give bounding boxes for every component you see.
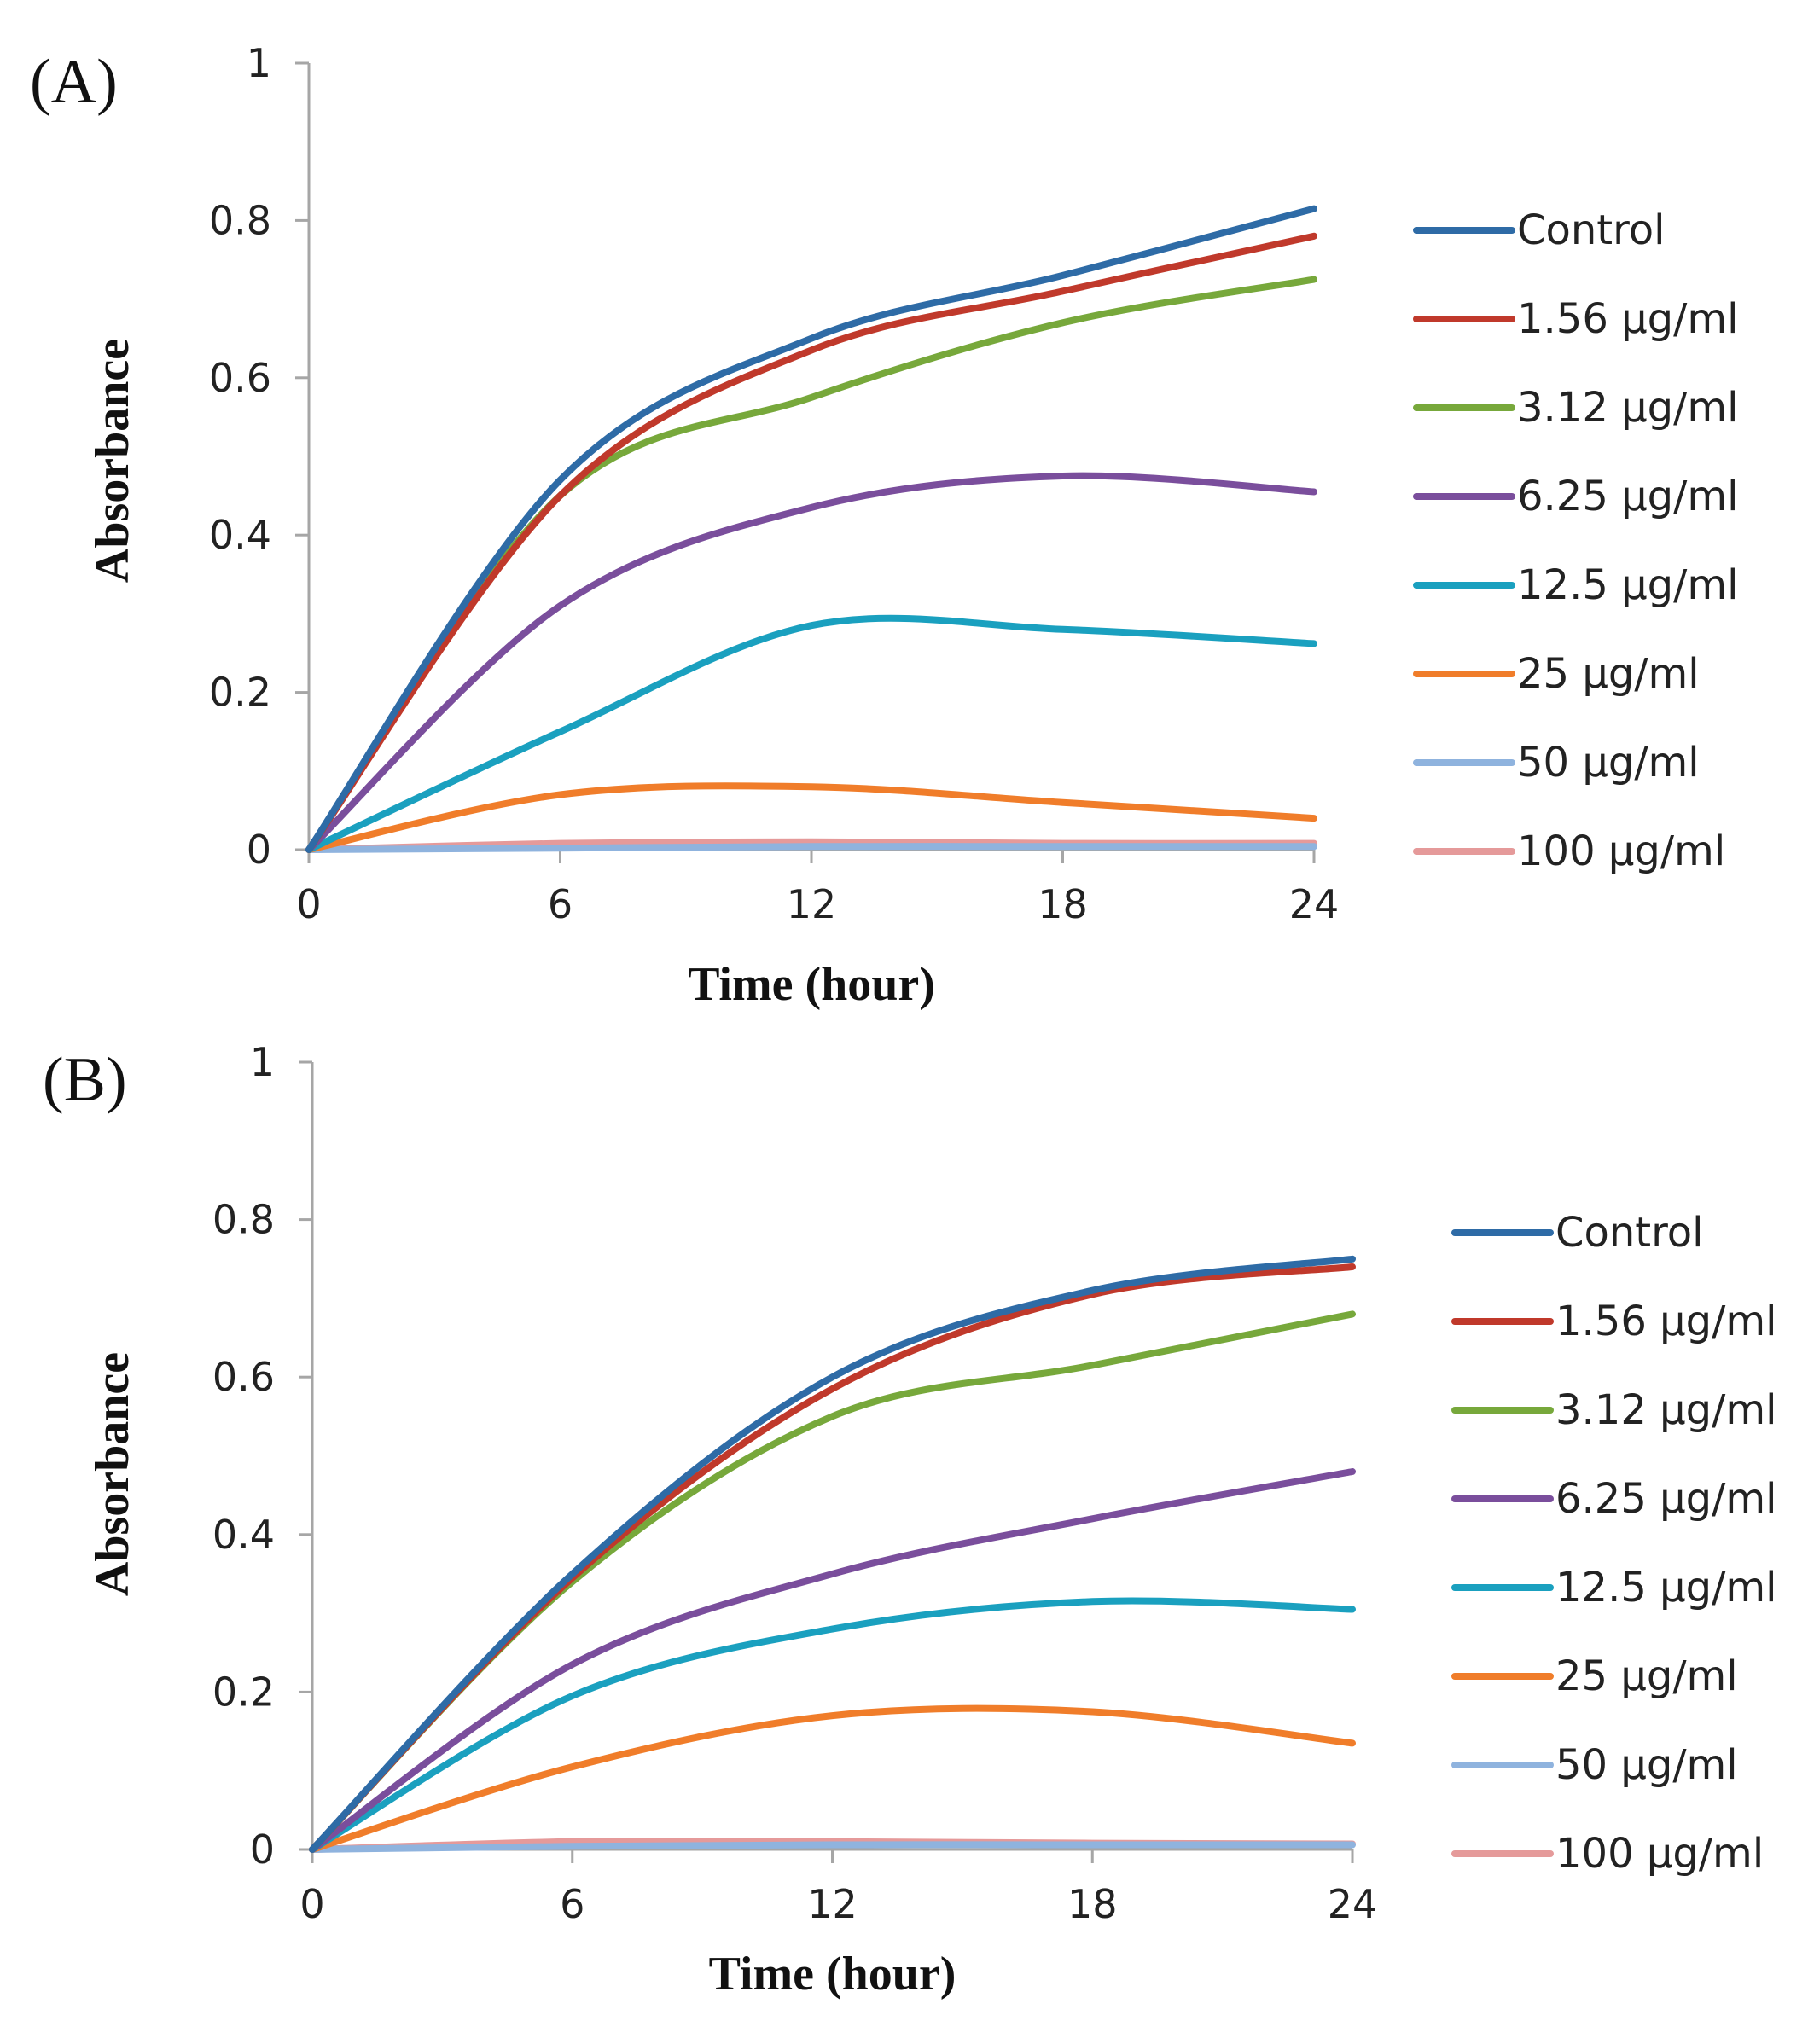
x-tick-label: 6 xyxy=(560,1881,584,1927)
legend-label: 6.25 µg/ml xyxy=(1555,1475,1776,1523)
series-line xyxy=(305,472,1317,853)
y-tick-label: 0.2 xyxy=(212,1669,275,1715)
y-tick-label: 0.8 xyxy=(209,197,271,243)
panel-label: (A) xyxy=(30,47,118,117)
legend: Control 1.56 µg/ml 3.12 µg/ml 6.25 µg/ml 12.… xyxy=(1413,206,1738,875)
legend-label: 25 µg/ml xyxy=(1555,1652,1738,1700)
x-tick-label: 18 xyxy=(1038,881,1088,927)
series-lines xyxy=(309,1255,1356,1853)
series-line xyxy=(305,614,1317,853)
series-line xyxy=(309,1263,1356,1853)
series-lines xyxy=(305,205,1317,853)
x-tick-label: 0 xyxy=(296,881,321,927)
series-line xyxy=(309,1597,1356,1853)
panel-label: (B) xyxy=(43,1045,127,1115)
x-tick-label: 12 xyxy=(787,881,837,927)
y-tick-label: 0.8 xyxy=(212,1197,275,1243)
x-axis-title: Time (hour) xyxy=(709,1948,956,2000)
series-line xyxy=(305,276,1317,853)
y-axis-title: Absorbance xyxy=(86,1352,139,1596)
y-tick-label: 0.4 xyxy=(212,1512,275,1558)
y-tick-label: 0.6 xyxy=(212,1354,275,1400)
legend-label: 100 µg/ml xyxy=(1555,1830,1764,1878)
legend-label: 100 µg/ml xyxy=(1517,827,1725,875)
legend-label: 1.56 µg/ml xyxy=(1517,295,1738,343)
series-line xyxy=(309,1310,1356,1853)
panel-b: (B) 0 0.2 0.4 0.6 0.8 1 0 6 12 18 24 Time (hour) Abs… xyxy=(43,1039,1776,2000)
x-tick-label: 6 xyxy=(548,881,573,927)
series-line xyxy=(309,1704,1356,1853)
legend-label: 50 µg/ml xyxy=(1555,1741,1738,1789)
x-tick-label: 18 xyxy=(1067,1881,1118,1927)
series-line xyxy=(305,232,1317,853)
y-tick-label: 1 xyxy=(250,1039,275,1085)
y-tick-label: 0.6 xyxy=(209,355,271,401)
y-tick-label: 0.2 xyxy=(209,670,271,716)
legend-label: 25 µg/ml xyxy=(1517,650,1700,698)
series-line xyxy=(309,1468,1356,1853)
legend-label: 12.5 µg/ml xyxy=(1555,1564,1776,1611)
x-tick-label: 24 xyxy=(1289,881,1340,927)
y-tick-label: 0.4 xyxy=(209,512,271,558)
legend-label: Control xyxy=(1517,206,1666,254)
legend-label: 50 µg/ml xyxy=(1517,739,1700,787)
y-tick-label: 0 xyxy=(250,1826,275,1873)
series-line xyxy=(305,782,1317,853)
series-line xyxy=(309,1255,1356,1853)
x-tick-label: 0 xyxy=(299,1881,324,1927)
x-tick-label: 24 xyxy=(1328,1881,1378,1927)
y-tick-label: 0 xyxy=(247,827,271,873)
legend-label: 12.5 µg/ml xyxy=(1517,561,1738,609)
y-tick-label: 1 xyxy=(247,40,271,86)
panel-a: (A) 0 0.2 0.4 0.6 0.8 1 0 6 12 18 24 Time (hour) Abs… xyxy=(30,40,1738,1011)
legend-label: Control xyxy=(1555,1209,1704,1257)
legend: Control 1.56 µg/ml 3.12 µg/ml 6.25 µg/ml 12.… xyxy=(1451,1209,1776,1878)
series-line xyxy=(309,1841,1356,1853)
legend-label: 3.12 µg/ml xyxy=(1517,384,1738,432)
x-axis-title: Time (hour) xyxy=(688,958,935,1011)
series-line xyxy=(305,843,1317,853)
legend-label: 1.56 µg/ml xyxy=(1555,1298,1776,1345)
y-axis-title: Absorbance xyxy=(86,339,139,583)
legend-label: 3.12 µg/ml xyxy=(1555,1386,1776,1434)
x-tick-label: 12 xyxy=(807,1881,858,1927)
series-line xyxy=(305,205,1317,853)
legend-label: 6.25 µg/ml xyxy=(1517,473,1738,520)
